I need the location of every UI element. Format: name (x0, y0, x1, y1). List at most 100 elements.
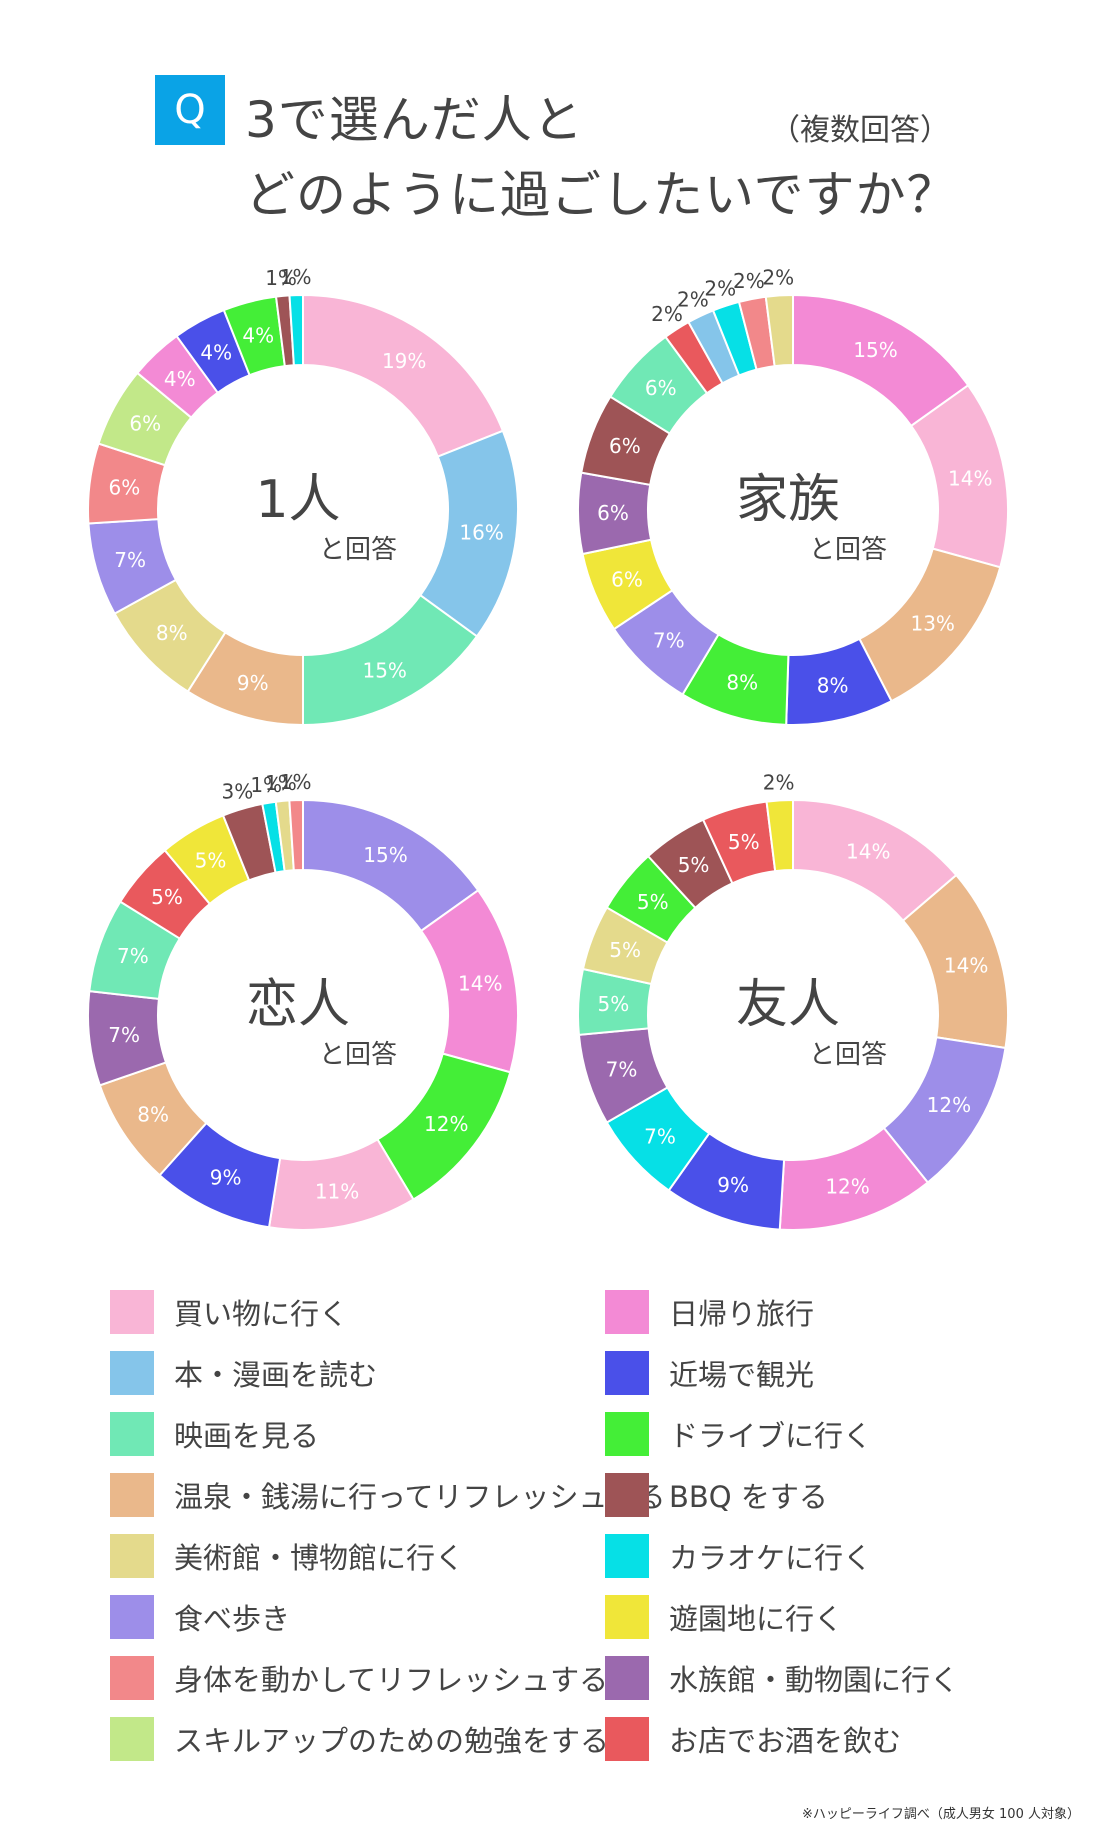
donut-slice (288, 798, 304, 872)
slice-label: 19% (382, 349, 426, 373)
slice-label: 5% (728, 830, 760, 854)
slice-label: 6% (109, 475, 141, 499)
slice-label: 8% (137, 1103, 169, 1127)
slice-label: 4% (200, 340, 232, 364)
legend-label: 近場で観光 (669, 1358, 815, 1392)
slice-label: 2% (651, 302, 683, 326)
slice-label: 8% (726, 671, 758, 695)
legend-swatch (605, 1412, 649, 1456)
legend-swatch (110, 1351, 154, 1395)
slice-label: 9% (717, 1173, 749, 1197)
slice-label: 7% (606, 1058, 638, 1082)
slice-label: 5% (151, 885, 183, 909)
legend-swatch (110, 1473, 154, 1517)
slice-label: 2% (704, 277, 736, 301)
chart-title: 1人 (255, 470, 340, 530)
slice-label: 5% (609, 938, 641, 962)
donut-slice (302, 293, 505, 458)
slice-label: 4% (242, 324, 274, 348)
slice-label: 9% (237, 671, 269, 695)
slice-label: 1% (280, 265, 312, 289)
slice-label: 4% (164, 367, 196, 391)
slice-label: 2% (763, 770, 795, 794)
legend-item: 本・漫画を読む (110, 1351, 377, 1395)
slice-label: 12% (927, 1093, 971, 1117)
legend-label: 美術館・博物館に行く (174, 1541, 465, 1575)
slice-label: 8% (817, 674, 849, 698)
legend-item: 遊園地に行く (605, 1595, 843, 1639)
multiple-answer-note: （複数回答） (770, 113, 950, 148)
legend-swatch (110, 1717, 154, 1761)
legend-label: 遊園地に行く (669, 1602, 844, 1636)
slice-label: 13% (910, 611, 954, 635)
legend-swatch (110, 1412, 154, 1456)
title-line-1: 3で選んだ人と (245, 91, 584, 149)
legend-item: お店でお酒を飲む (605, 1717, 901, 1761)
slice-label: 16% (459, 521, 503, 545)
slice-label: 9% (210, 1166, 242, 1190)
slice-label: 5% (195, 849, 227, 873)
legend-item: 近場で観光 (605, 1351, 814, 1395)
legend-label: 水族館・動物園に行く (669, 1663, 960, 1697)
slice-label: 15% (362, 658, 406, 682)
slice-label: 6% (645, 376, 677, 400)
legend-swatch (110, 1656, 154, 1700)
legend-item: 日帰り旅行 (605, 1290, 814, 1334)
slice-label: 15% (363, 843, 407, 867)
legend-swatch (605, 1717, 649, 1761)
legend-item: スキルアップのための勉強をする (110, 1717, 609, 1761)
slice-label: 12% (825, 1175, 869, 1199)
donut-slice (764, 293, 794, 368)
slice-label: 7% (108, 1023, 140, 1047)
legend-item: BBQ をする (605, 1473, 828, 1517)
legend-swatch (605, 1595, 649, 1639)
chart-title: 家族 (736, 470, 840, 530)
slice-label: 6% (597, 501, 629, 525)
legend-item: ドライブに行く (605, 1412, 872, 1456)
slice-label: 1% (265, 266, 297, 290)
legend-item: カラオケに行く (605, 1534, 872, 1578)
legend-item: 身体を動かしてリフレッシュする (110, 1656, 608, 1700)
chart-title: 友人 (736, 975, 840, 1035)
legend-swatch (110, 1290, 154, 1334)
chart-subtitle: と回答 (809, 535, 887, 565)
legend-label: 食べ歩き (174, 1602, 291, 1636)
chart-subtitle: と回答 (809, 1040, 887, 1070)
chart-title: 恋人 (246, 975, 350, 1035)
legend-item: 温泉・銭湯に行ってリフレッシュする (110, 1473, 666, 1517)
legend-item: 買い物に行く (110, 1290, 348, 1334)
legend-swatch (605, 1473, 649, 1517)
chart-subtitle: と回答 (319, 1040, 397, 1070)
slice-label: 1% (280, 770, 312, 794)
legend-swatch (110, 1534, 154, 1578)
legend-swatch (605, 1351, 649, 1395)
slice-label: 1% (265, 771, 297, 795)
slice-label: 2% (677, 288, 709, 312)
legend-label: カラオケに行く (669, 1541, 873, 1575)
title-line-2: どのように過ごしたいですか？ (245, 166, 958, 224)
legend-item: 映画を見る (110, 1412, 319, 1456)
donut-charts: 19%16%15%9%8%7%6%6%4%4%4%1%1%1人と回答15%14%… (87, 265, 1009, 1232)
legend-label: 温泉・銭湯に行ってリフレッシュする (174, 1480, 666, 1514)
legend-label: 本・漫画を読む (174, 1358, 378, 1392)
slice-label: 2% (762, 265, 794, 289)
legend-swatch (605, 1656, 649, 1700)
slice-label: 7% (117, 944, 149, 968)
legend-swatch (605, 1290, 649, 1334)
legend-swatch (605, 1534, 649, 1578)
slice-label: 5% (637, 890, 669, 914)
slice-label: 14% (846, 839, 890, 863)
legend-label: BBQ をする (669, 1480, 828, 1514)
slice-label: 8% (156, 621, 188, 645)
slice-label: 3% (221, 779, 253, 803)
slice-label: 7% (114, 548, 146, 572)
legend-label: 買い物に行く (174, 1297, 349, 1331)
slice-label: 6% (611, 568, 643, 592)
legend-item: 食べ歩き (110, 1595, 290, 1639)
slice-label: 5% (678, 853, 710, 877)
donut-slice (765, 798, 794, 873)
slice-label: 14% (944, 954, 988, 978)
slice-label: 7% (653, 628, 685, 652)
slice-label: 7% (644, 1124, 676, 1148)
legend-swatch (110, 1595, 154, 1639)
